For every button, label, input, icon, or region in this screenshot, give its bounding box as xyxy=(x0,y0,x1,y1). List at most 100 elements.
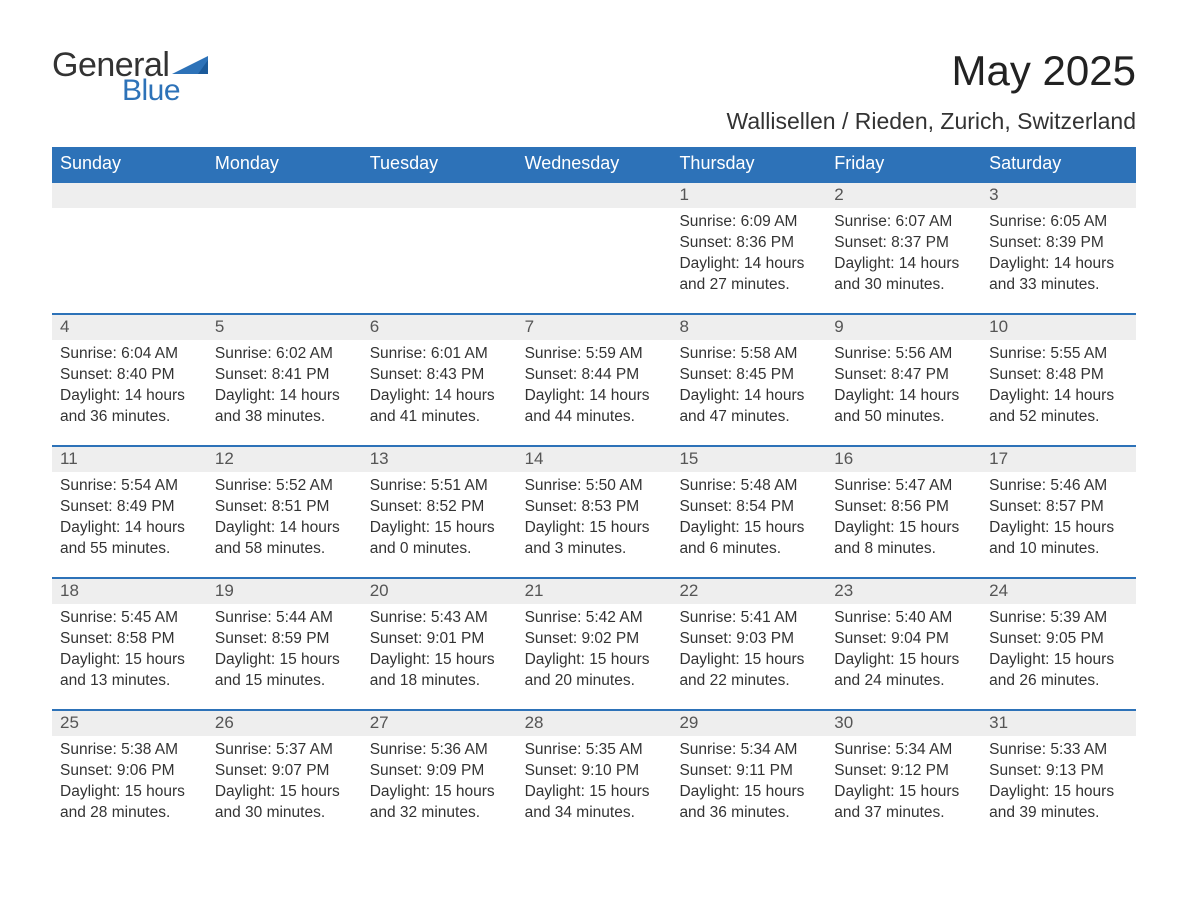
sunrise-line: Sunrise: 6:04 AM xyxy=(60,344,199,365)
sunset-line: Sunset: 8:56 PM xyxy=(834,497,973,518)
day-details-cell xyxy=(517,208,672,313)
day-number-strip: 18192021222324 xyxy=(52,577,1136,604)
sunset-line: Sunset: 9:04 PM xyxy=(834,629,973,650)
title-block: May 2025 Wallisellen / Rieden, Zurich, S… xyxy=(727,48,1136,135)
daylight-line: Daylight: 15 hours and 3 minutes. xyxy=(525,518,664,560)
daylight-line: Daylight: 15 hours and 20 minutes. xyxy=(525,650,664,692)
sunrise-line: Sunrise: 6:09 AM xyxy=(679,212,818,233)
day-number-strip: 11121314151617 xyxy=(52,445,1136,472)
daylight-line: Daylight: 15 hours and 36 minutes. xyxy=(679,782,818,824)
day-number-cell: 18 xyxy=(52,579,207,604)
weekday-header-cell: Thursday xyxy=(671,147,826,181)
weeks-container: 123Sunrise: 6:09 AMSunset: 8:36 PMDaylig… xyxy=(52,181,1136,841)
sunset-line: Sunset: 8:44 PM xyxy=(525,365,664,386)
calendar-page: General Blue May 2025 Wallisellen / Ried… xyxy=(0,0,1188,918)
month-title: May 2025 xyxy=(727,48,1136,94)
daylight-line: Daylight: 15 hours and 32 minutes. xyxy=(370,782,509,824)
sunrise-line: Sunrise: 5:33 AM xyxy=(989,740,1128,761)
sunset-line: Sunset: 8:57 PM xyxy=(989,497,1128,518)
day-number-cell: 12 xyxy=(207,447,362,472)
sunrise-line: Sunrise: 5:50 AM xyxy=(525,476,664,497)
daylight-line: Daylight: 14 hours and 52 minutes. xyxy=(989,386,1128,428)
day-details-cell: Sunrise: 5:34 AMSunset: 9:12 PMDaylight:… xyxy=(826,736,981,841)
day-details-cell: Sunrise: 5:46 AMSunset: 8:57 PMDaylight:… xyxy=(981,472,1136,577)
daylight-line: Daylight: 15 hours and 13 minutes. xyxy=(60,650,199,692)
sunset-line: Sunset: 9:03 PM xyxy=(679,629,818,650)
daylight-line: Daylight: 15 hours and 8 minutes. xyxy=(834,518,973,560)
sunset-line: Sunset: 9:11 PM xyxy=(679,761,818,782)
daylight-line: Daylight: 14 hours and 44 minutes. xyxy=(525,386,664,428)
day-number-strip: 123 xyxy=(52,181,1136,208)
week-row: 18192021222324Sunrise: 5:45 AMSunset: 8:… xyxy=(52,577,1136,709)
day-number-strip: 25262728293031 xyxy=(52,709,1136,736)
daylight-line: Daylight: 15 hours and 0 minutes. xyxy=(370,518,509,560)
day-details-cell: Sunrise: 5:44 AMSunset: 8:59 PMDaylight:… xyxy=(207,604,362,709)
daylight-line: Daylight: 14 hours and 55 minutes. xyxy=(60,518,199,560)
day-number-cell: 25 xyxy=(52,711,207,736)
day-number-cell: 15 xyxy=(671,447,826,472)
week-row: 25262728293031Sunrise: 5:38 AMSunset: 9:… xyxy=(52,709,1136,841)
day-details-cell: Sunrise: 5:54 AMSunset: 8:49 PMDaylight:… xyxy=(52,472,207,577)
daylight-line: Daylight: 15 hours and 26 minutes. xyxy=(989,650,1128,692)
weekday-header-row: SundayMondayTuesdayWednesdayThursdayFrid… xyxy=(52,147,1136,181)
day-details-strip: Sunrise: 5:54 AMSunset: 8:49 PMDaylight:… xyxy=(52,472,1136,577)
day-number-cell xyxy=(517,183,672,208)
week-row: 123Sunrise: 6:09 AMSunset: 8:36 PMDaylig… xyxy=(52,181,1136,313)
sunrise-line: Sunrise: 5:43 AM xyxy=(370,608,509,629)
sunrise-line: Sunrise: 5:39 AM xyxy=(989,608,1128,629)
day-details-cell: Sunrise: 6:05 AMSunset: 8:39 PMDaylight:… xyxy=(981,208,1136,313)
daylight-line: Daylight: 14 hours and 38 minutes. xyxy=(215,386,354,428)
location-text: Wallisellen / Rieden, Zurich, Switzerlan… xyxy=(727,108,1136,135)
sunset-line: Sunset: 8:37 PM xyxy=(834,233,973,254)
day-details-cell: Sunrise: 6:02 AMSunset: 8:41 PMDaylight:… xyxy=(207,340,362,445)
week-row: 11121314151617Sunrise: 5:54 AMSunset: 8:… xyxy=(52,445,1136,577)
day-details-cell: Sunrise: 5:51 AMSunset: 8:52 PMDaylight:… xyxy=(362,472,517,577)
sunrise-line: Sunrise: 5:37 AM xyxy=(215,740,354,761)
day-number-strip: 45678910 xyxy=(52,313,1136,340)
day-details-cell: Sunrise: 5:45 AMSunset: 8:58 PMDaylight:… xyxy=(52,604,207,709)
day-number-cell: 30 xyxy=(826,711,981,736)
day-number-cell: 23 xyxy=(826,579,981,604)
sunrise-line: Sunrise: 6:01 AM xyxy=(370,344,509,365)
brand-word-blue: Blue xyxy=(122,76,208,106)
sunrise-line: Sunrise: 5:42 AM xyxy=(525,608,664,629)
sunset-line: Sunset: 8:49 PM xyxy=(60,497,199,518)
weekday-header-cell: Friday xyxy=(826,147,981,181)
sunset-line: Sunset: 8:47 PM xyxy=(834,365,973,386)
day-number-cell xyxy=(207,183,362,208)
sunrise-line: Sunrise: 6:05 AM xyxy=(989,212,1128,233)
sunset-line: Sunset: 9:01 PM xyxy=(370,629,509,650)
sunrise-line: Sunrise: 5:47 AM xyxy=(834,476,973,497)
sunset-line: Sunset: 9:07 PM xyxy=(215,761,354,782)
sunset-line: Sunset: 8:40 PM xyxy=(60,365,199,386)
sunset-line: Sunset: 8:41 PM xyxy=(215,365,354,386)
day-details-cell: Sunrise: 5:36 AMSunset: 9:09 PMDaylight:… xyxy=(362,736,517,841)
day-number-cell: 6 xyxy=(362,315,517,340)
day-number-cell: 26 xyxy=(207,711,362,736)
sunrise-line: Sunrise: 5:41 AM xyxy=(679,608,818,629)
daylight-line: Daylight: 14 hours and 36 minutes. xyxy=(60,386,199,428)
weekday-header-cell: Tuesday xyxy=(362,147,517,181)
day-details-strip: Sunrise: 6:09 AMSunset: 8:36 PMDaylight:… xyxy=(52,208,1136,313)
day-number-cell: 19 xyxy=(207,579,362,604)
sunset-line: Sunset: 8:39 PM xyxy=(989,233,1128,254)
daylight-line: Daylight: 14 hours and 41 minutes. xyxy=(370,386,509,428)
day-details-cell xyxy=(52,208,207,313)
day-details-strip: Sunrise: 5:38 AMSunset: 9:06 PMDaylight:… xyxy=(52,736,1136,841)
sunrise-line: Sunrise: 6:02 AM xyxy=(215,344,354,365)
sunset-line: Sunset: 8:54 PM xyxy=(679,497,818,518)
day-details-cell: Sunrise: 5:48 AMSunset: 8:54 PMDaylight:… xyxy=(671,472,826,577)
day-number-cell: 7 xyxy=(517,315,672,340)
day-number-cell: 17 xyxy=(981,447,1136,472)
sunrise-line: Sunrise: 5:38 AM xyxy=(60,740,199,761)
sunrise-line: Sunrise: 5:44 AM xyxy=(215,608,354,629)
weekday-header-cell: Wednesday xyxy=(517,147,672,181)
sunset-line: Sunset: 8:59 PM xyxy=(215,629,354,650)
day-details-cell xyxy=(207,208,362,313)
day-number-cell: 16 xyxy=(826,447,981,472)
sunset-line: Sunset: 9:09 PM xyxy=(370,761,509,782)
sunrise-line: Sunrise: 5:45 AM xyxy=(60,608,199,629)
day-number-cell: 11 xyxy=(52,447,207,472)
day-details-cell: Sunrise: 6:04 AMSunset: 8:40 PMDaylight:… xyxy=(52,340,207,445)
daylight-line: Daylight: 14 hours and 58 minutes. xyxy=(215,518,354,560)
